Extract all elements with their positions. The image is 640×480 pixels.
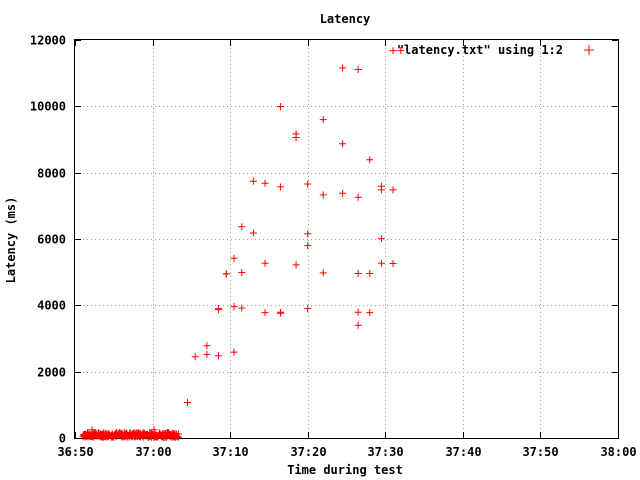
data-point [354, 308, 362, 316]
data-point [230, 348, 238, 356]
legend-marker [584, 45, 594, 55]
data-points [79, 47, 405, 441]
x-tick-label: 38:00 [600, 445, 636, 459]
axis-ticks [75, 40, 619, 439]
data-point [292, 130, 300, 138]
data-point [319, 116, 327, 124]
data-point [203, 342, 211, 350]
data-point [277, 103, 285, 111]
data-point [191, 353, 199, 361]
data-point [203, 350, 211, 358]
data-point [292, 261, 300, 269]
data-point [377, 186, 385, 194]
data-point [354, 193, 362, 201]
data-point [304, 305, 312, 313]
y-tick-label: 2000 [37, 366, 66, 380]
dense-band-point [88, 426, 96, 434]
x-tick-label: 37:20 [290, 445, 326, 459]
x-tick-label: 37:40 [445, 445, 481, 459]
data-point [366, 309, 374, 317]
y-tick-label: 10000 [30, 100, 66, 114]
data-point [354, 269, 362, 277]
data-point [389, 260, 397, 268]
legend-label: "latency.txt" using 1:2 [397, 43, 563, 57]
data-point [366, 269, 374, 277]
data-point [339, 64, 347, 72]
data-point [304, 242, 312, 250]
y-tick-label: 8000 [37, 167, 66, 181]
legend-marker-glyph [584, 45, 594, 55]
x-tick-label: 36:50 [57, 445, 93, 459]
data-point [389, 186, 397, 194]
data-point [304, 230, 312, 238]
grid-lines [75, 40, 618, 438]
data-point [249, 229, 257, 237]
data-point [377, 259, 385, 267]
data-point [238, 304, 246, 312]
dense-band [79, 426, 182, 441]
dense-band-point [174, 430, 182, 438]
data-point [277, 183, 285, 191]
y-tick-label: 12000 [30, 34, 66, 48]
data-point [304, 180, 312, 188]
x-tick-label: 37:10 [212, 445, 248, 459]
data-point [261, 309, 269, 317]
x-tick-label: 37:00 [135, 445, 171, 459]
data-point [354, 321, 362, 329]
data-point [339, 189, 347, 197]
data-point [319, 191, 327, 199]
plot-frame [74, 39, 619, 439]
data-point [389, 47, 397, 55]
x-axis-label: Time during test [287, 463, 403, 477]
data-point [249, 177, 257, 185]
data-point [339, 140, 347, 148]
data-point [238, 223, 246, 231]
legend: "latency.txt" using 1:2 [397, 43, 594, 57]
data-point [319, 269, 327, 277]
data-point [261, 259, 269, 267]
data-point [183, 399, 191, 407]
chart-title: Latency [320, 12, 371, 26]
data-point [222, 270, 230, 278]
y-tick-label: 4000 [37, 299, 66, 313]
data-point [230, 303, 238, 311]
data-point [230, 254, 238, 262]
data-point [397, 47, 405, 55]
dense-band-point [150, 426, 158, 434]
y-axis-label: Latency (ms) [4, 197, 18, 284]
data-point [354, 66, 362, 74]
x-tick-label: 37:30 [367, 445, 403, 459]
y-tick-label: 0 [59, 432, 66, 446]
data-point [277, 308, 285, 316]
y-tick-label: 6000 [37, 233, 66, 247]
data-point [238, 268, 246, 276]
data-point [215, 305, 223, 313]
data-point [215, 352, 223, 360]
data-point [261, 179, 269, 187]
data-point [377, 235, 385, 243]
data-point [366, 156, 374, 164]
x-tick-label: 37:50 [522, 445, 558, 459]
